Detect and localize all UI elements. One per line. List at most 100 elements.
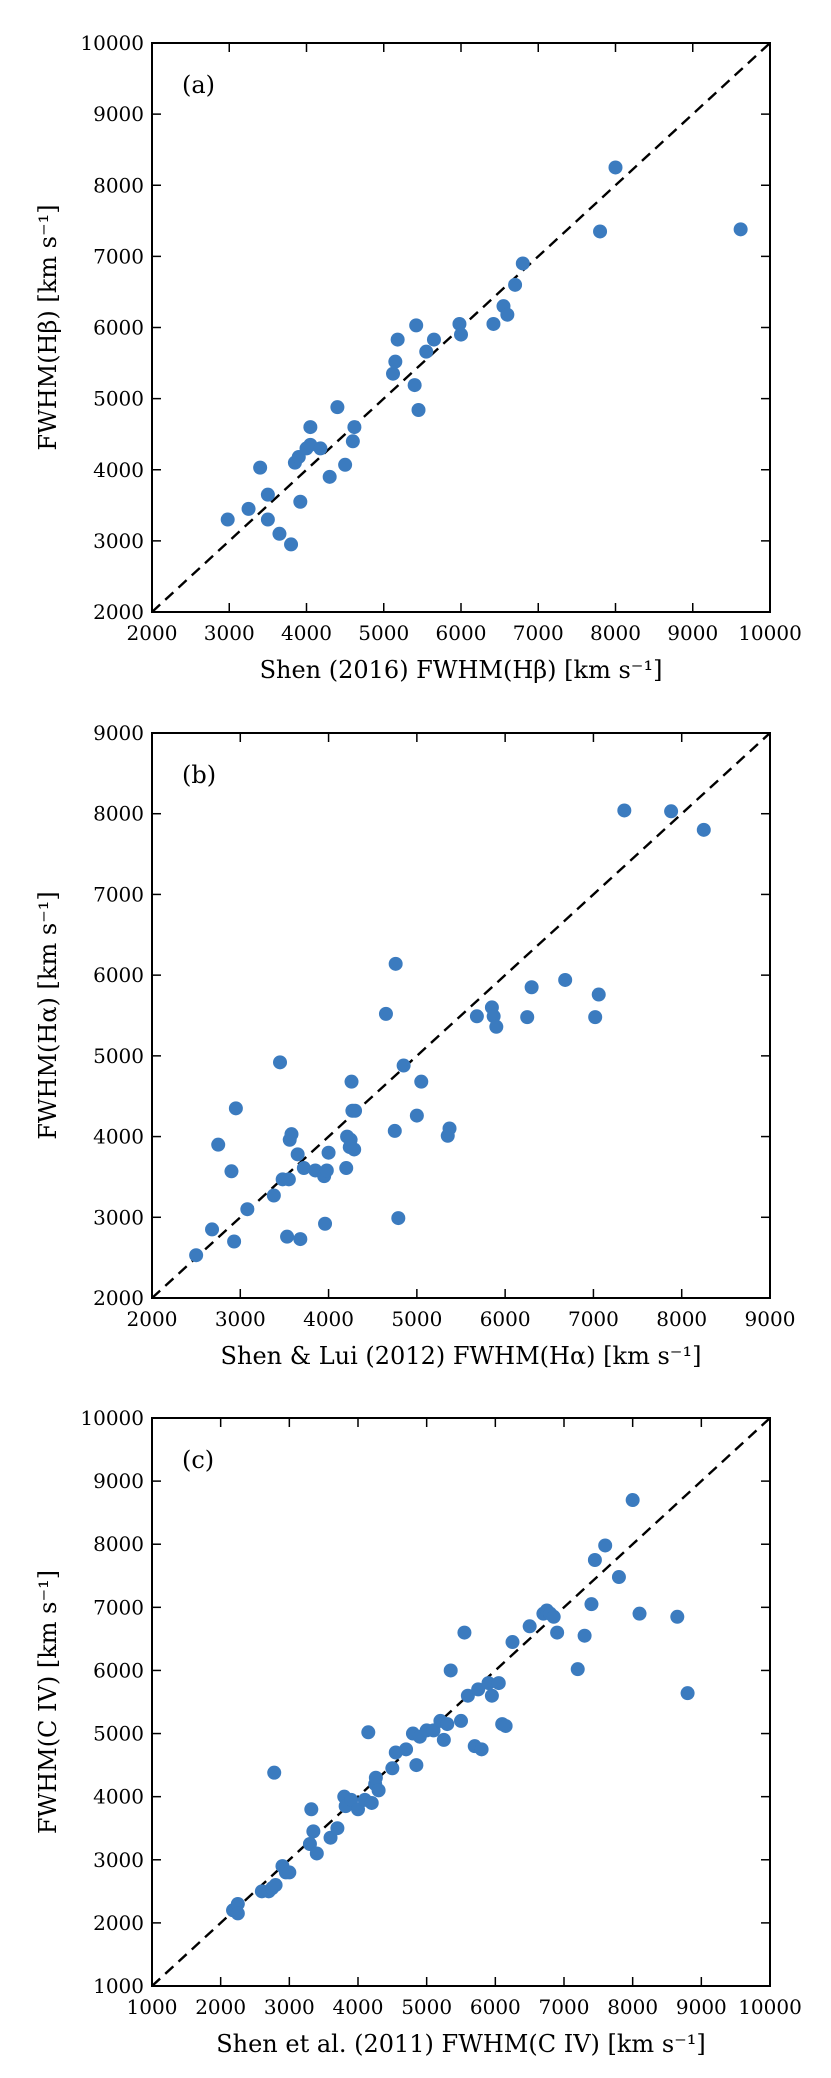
y-tick-label: 1000 bbox=[93, 1974, 144, 1998]
data-point bbox=[454, 327, 468, 342]
data-point bbox=[546, 1609, 561, 1624]
data-point bbox=[303, 420, 318, 435]
data-point bbox=[414, 1074, 429, 1089]
data-point bbox=[361, 1725, 376, 1740]
data-point bbox=[419, 344, 434, 359]
x-tick-label: 9000 bbox=[745, 1307, 796, 1331]
data-point bbox=[290, 1147, 305, 1162]
x-axis-label: Shen et al. (2011) FWHM(C IV) [km s⁻¹] bbox=[216, 2030, 706, 2058]
x-tick-label: 3000 bbox=[264, 1995, 315, 2019]
panel-a: 2000 3000 4000 5000 6000 7000 8000 9000 10000 200… bbox=[34, 31, 802, 684]
y-tick-label: 8000 bbox=[93, 1532, 144, 1556]
data-point bbox=[396, 1058, 411, 1073]
data-point bbox=[387, 1123, 402, 1138]
data-point bbox=[386, 366, 401, 381]
data-point bbox=[272, 526, 287, 541]
y-tick-label: 3000 bbox=[93, 1848, 144, 1872]
data-point bbox=[442, 1121, 457, 1136]
data-point bbox=[498, 1718, 513, 1733]
x-axis-label: Shen & Lui (2012) FWHM(Hα) [km s⁻¹] bbox=[221, 1342, 702, 1370]
x-tick-label: 4000 bbox=[333, 1995, 384, 2019]
data-point bbox=[280, 1229, 295, 1244]
data-point bbox=[371, 1783, 386, 1798]
x-tick-label: 7000 bbox=[568, 1307, 619, 1331]
data-point bbox=[680, 1686, 695, 1701]
data-point bbox=[500, 307, 515, 322]
data-point bbox=[440, 1717, 455, 1732]
data-point bbox=[584, 1597, 599, 1612]
panel-label: (c) bbox=[182, 1446, 214, 1474]
data-point bbox=[385, 1761, 400, 1776]
y-tick-label: 4000 bbox=[93, 1785, 144, 1809]
data-point bbox=[608, 160, 623, 175]
x-tick-label: 2000 bbox=[195, 1995, 246, 2019]
data-point bbox=[598, 1538, 613, 1553]
data-point bbox=[322, 469, 337, 484]
data-point bbox=[266, 1188, 281, 1203]
x-tick-label: 3000 bbox=[204, 621, 255, 645]
x-tick-label: 4000 bbox=[281, 621, 332, 645]
data-point bbox=[407, 378, 422, 393]
data-point bbox=[593, 224, 608, 239]
y-tick-label: 8000 bbox=[93, 802, 144, 826]
data-point bbox=[591, 987, 606, 1002]
data-point bbox=[293, 1232, 308, 1247]
data-point bbox=[330, 400, 345, 415]
data-point bbox=[670, 1609, 685, 1624]
reference-line bbox=[151, 732, 771, 1299]
y-tick-label: 3000 bbox=[93, 1205, 144, 1229]
data-point bbox=[520, 1010, 535, 1025]
y-tick-label: 4000 bbox=[93, 458, 144, 482]
data-point bbox=[409, 318, 424, 333]
data-point bbox=[505, 1635, 520, 1650]
data-point bbox=[224, 1164, 239, 1179]
data-point bbox=[284, 537, 299, 552]
data-point bbox=[664, 804, 679, 819]
y-tick-label: 4000 bbox=[93, 1125, 144, 1149]
data-point bbox=[338, 457, 353, 472]
data-point bbox=[491, 1676, 506, 1691]
x-tick-label: 8000 bbox=[607, 1995, 658, 2019]
data-point bbox=[454, 1713, 468, 1728]
data-point bbox=[617, 803, 632, 818]
data-point bbox=[211, 1137, 226, 1152]
data-point bbox=[411, 403, 426, 418]
y-tick-label: 6000 bbox=[93, 1658, 144, 1682]
y-tick-label: 8000 bbox=[93, 173, 144, 197]
data-point bbox=[296, 1161, 311, 1176]
data-point bbox=[364, 1795, 379, 1810]
data-point bbox=[378, 1006, 393, 1021]
data-point bbox=[460, 1688, 475, 1703]
y-axis-label: FWHM(C IV) [km s⁻¹] bbox=[34, 1570, 62, 1834]
data-point bbox=[696, 822, 711, 837]
data-point bbox=[293, 494, 308, 509]
x-tick-label: 7000 bbox=[513, 621, 564, 645]
data-point bbox=[426, 332, 441, 347]
data-point bbox=[443, 1663, 458, 1678]
data-point bbox=[318, 1216, 333, 1231]
y-tick-label: 6000 bbox=[93, 963, 144, 987]
data-point bbox=[481, 1676, 496, 1691]
data-point bbox=[348, 1103, 363, 1118]
data-point bbox=[588, 1010, 603, 1025]
panel-b: 2000 3000 4000 5000 6000 7000 8000 9000 2000 3000… bbox=[34, 721, 795, 1370]
data-point bbox=[347, 420, 362, 435]
x-tick-label: 2000 bbox=[127, 1307, 178, 1331]
data-point bbox=[587, 1553, 602, 1567]
y-tick-label: 5000 bbox=[93, 1722, 144, 1746]
data-point bbox=[515, 256, 530, 271]
data-point bbox=[558, 972, 573, 987]
data-point bbox=[344, 1074, 359, 1089]
x-tick-label: 10000 bbox=[738, 621, 802, 645]
data-point bbox=[230, 1906, 245, 1921]
data-point bbox=[452, 316, 467, 331]
x-tick-label: 3000 bbox=[215, 1307, 266, 1331]
data-point bbox=[319, 1163, 334, 1178]
data-point bbox=[436, 1732, 451, 1747]
data-point bbox=[321, 1145, 336, 1160]
data-point bbox=[253, 460, 268, 475]
x-tick-label: 5000 bbox=[401, 1995, 452, 2019]
data-point bbox=[577, 1628, 592, 1643]
data-point bbox=[474, 1742, 489, 1757]
